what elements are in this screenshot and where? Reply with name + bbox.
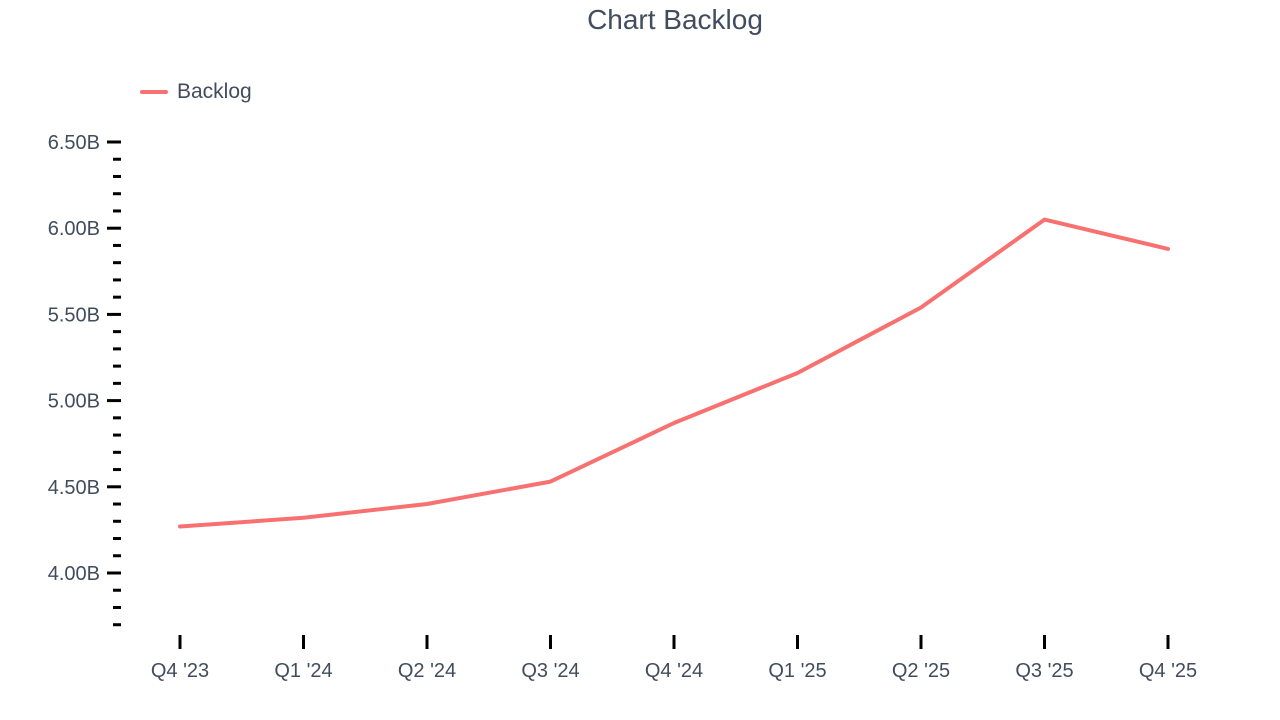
x-axis-tick-label: Q4 '23 <box>151 660 209 682</box>
legend-line-swatch-icon <box>140 90 168 94</box>
x-axis-tick-label: Q3 '25 <box>1015 660 1073 682</box>
y-axis-tick-label: 6.00B <box>48 218 100 240</box>
x-axis-tick-label: Q3 '24 <box>521 660 579 682</box>
x-axis-tick-label: Q1 '24 <box>274 660 332 682</box>
y-axis-tick-label: 4.00B <box>48 563 100 585</box>
y-axis-tick-label: 5.00B <box>48 391 100 413</box>
y-axis-tick-label: 4.50B <box>48 477 100 499</box>
legend-label: Backlog <box>177 80 252 103</box>
x-axis-tick-label: Q4 '25 <box>1139 660 1197 682</box>
chart-title: Chart Backlog <box>587 4 763 35</box>
x-axis-tick-label: Q2 '24 <box>398 660 456 682</box>
x-axis-tick-label: Q2 '25 <box>892 660 950 682</box>
y-axis-tick-label: 5.50B <box>48 304 100 326</box>
legend-item-backlog[interactable]: Backlog <box>140 80 252 104</box>
series-line-backlog <box>178 217 1170 529</box>
x-axis-tick-label: Q4 '24 <box>645 660 703 682</box>
x-axis-tick-label: Q1 '25 <box>768 660 826 682</box>
y-axis-tick-label: 6.50B <box>48 132 100 154</box>
